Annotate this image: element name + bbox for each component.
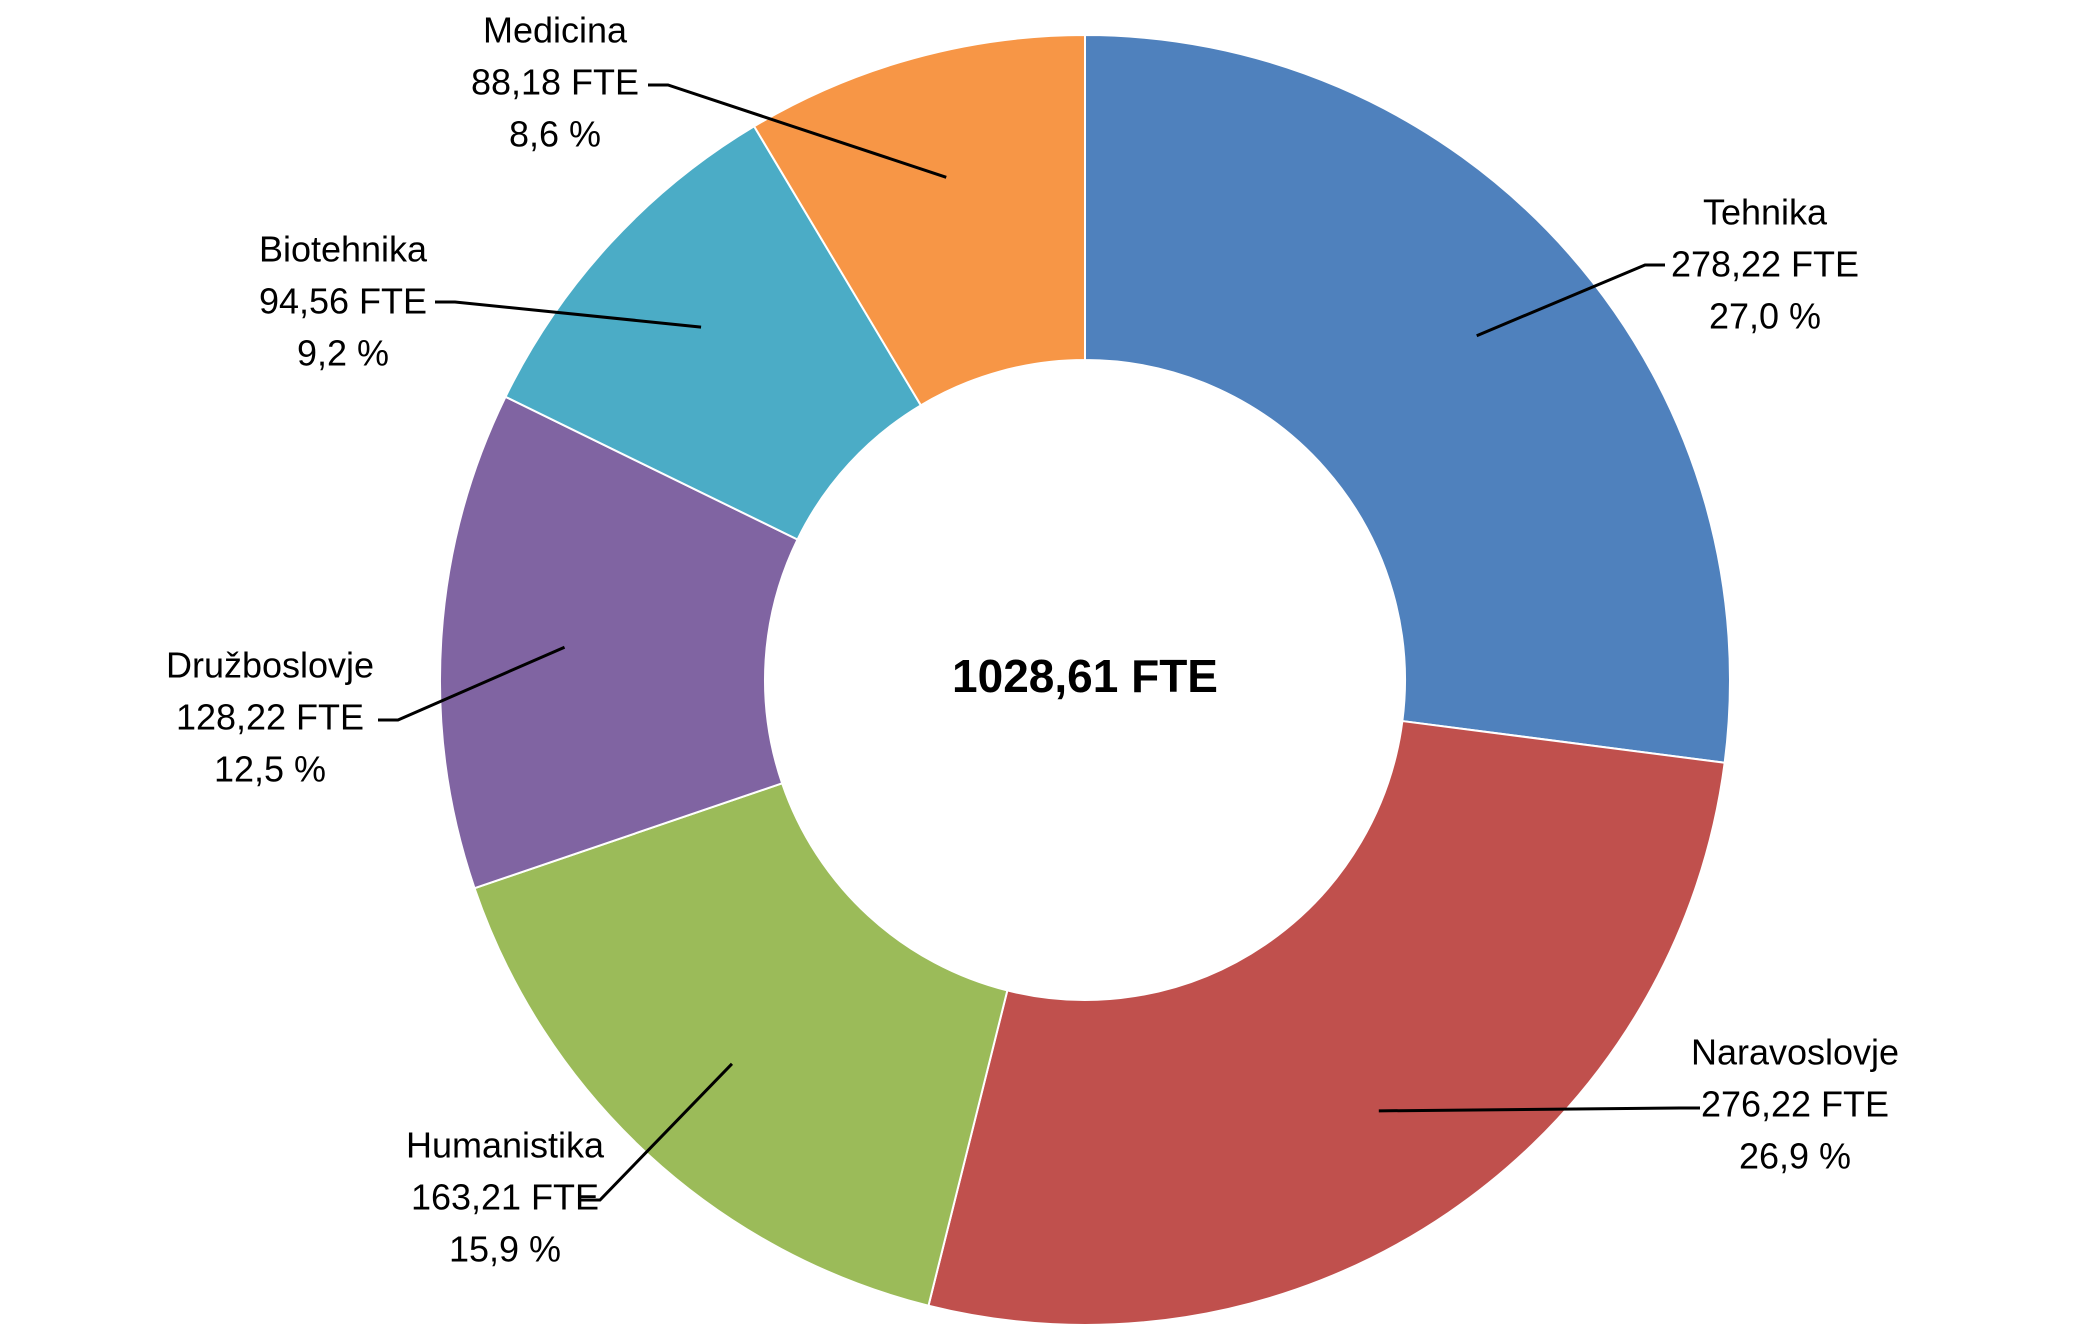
slice-name-label-naravoslovje: Naravoslovje	[1691, 1032, 1899, 1073]
leader-lines-layer	[378, 83, 1700, 1202]
slices-layer	[439, 33, 1732, 1326]
slice-value-label-družboslovje: 128,22 FTE	[176, 697, 364, 738]
slice-družboslovje	[439, 395, 799, 890]
slice-value-label-tehnika: 278,22 FTE	[1671, 244, 1859, 285]
leader-line-biotehnika	[435, 300, 702, 329]
slice-name-label-biotehnika: Biotehnika	[259, 229, 428, 270]
slice-medicina	[752, 33, 1086, 407]
slice-percent-label-medicina: 8,6 %	[509, 114, 601, 155]
slice-percent-label-biotehnika: 9,2 %	[297, 333, 389, 374]
data-labels-layer: Tehnika 278,22 FTE 27,0 % Naravoslovje 276,2…	[166, 10, 1899, 1270]
slice-percent-label-družboslovje: 12,5 %	[214, 749, 326, 790]
slice-name-label-humanistika: Humanistika	[406, 1125, 605, 1166]
leader-line-tehnika	[1476, 263, 1665, 338]
slice-value-label-medicina: 88,18 FTE	[471, 62, 639, 103]
slice-name-label-družboslovje: Družboslovje	[166, 645, 374, 686]
slice-value-label-biotehnika: 94,56 FTE	[259, 281, 427, 322]
slice-name-label-medicina: Medicina	[483, 10, 628, 51]
slice-value-label-naravoslovje: 276,22 FTE	[1701, 1084, 1889, 1125]
slice-name-label-tehnika: Tehnika	[1703, 192, 1828, 233]
slice-percent-label-tehnika: 27,0 %	[1709, 296, 1821, 337]
slice-percent-label-naravoslovje: 26,9 %	[1739, 1136, 1851, 1177]
slice-biotehnika	[504, 124, 923, 541]
leader-line-družboslovje	[378, 645, 566, 722]
leader-line-humanistika	[580, 1062, 734, 1202]
leader-line-medicina	[648, 83, 947, 179]
slice-value-label-humanistika: 163,21 FTE	[411, 1177, 599, 1218]
slice-tehnika	[1084, 33, 1732, 764]
leader-line-naravoslovje	[1378, 1106, 1700, 1113]
slice-percent-label-humanistika: 15,9 %	[449, 1229, 561, 1270]
slice-humanistika	[473, 782, 1009, 1307]
slice-naravoslovje	[927, 719, 1726, 1326]
center-total-label: 1028,61 FTE	[952, 650, 1218, 702]
